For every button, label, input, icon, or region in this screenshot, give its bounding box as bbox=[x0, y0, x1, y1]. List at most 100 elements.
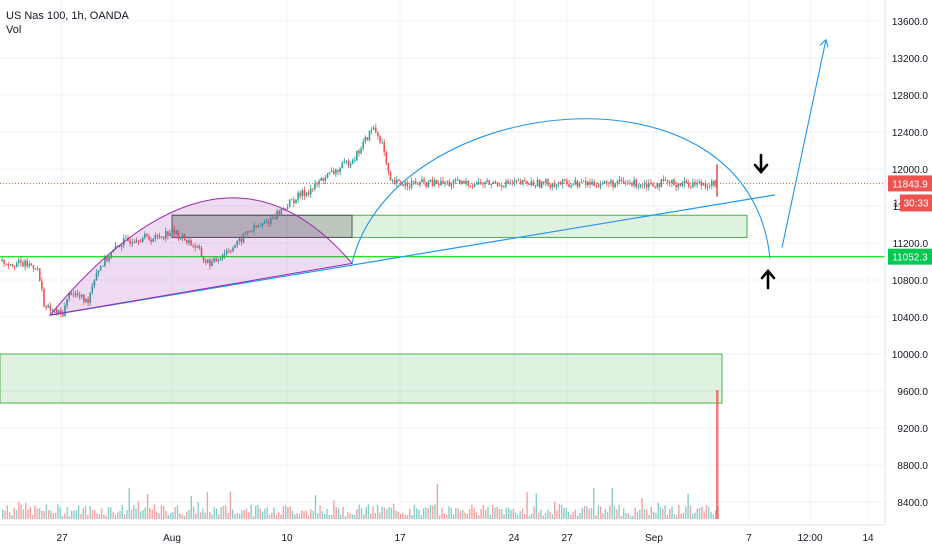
volume-bar bbox=[696, 508, 698, 519]
candle-body bbox=[666, 180, 669, 183]
volume-bar bbox=[402, 512, 404, 519]
candle-body bbox=[291, 199, 293, 201]
volume-bar bbox=[4, 510, 6, 519]
symbol-title[interactable]: US Nas 100, 1h, OANDA bbox=[6, 10, 129, 22]
price-tick-label: 10000.0 bbox=[892, 350, 929, 361]
volume-bar bbox=[314, 495, 317, 519]
volume-bar bbox=[358, 504, 360, 519]
volume-bar bbox=[482, 504, 485, 519]
candle-body bbox=[576, 180, 579, 187]
volume-bar bbox=[445, 514, 448, 519]
volume-bar bbox=[294, 514, 296, 519]
volume-bar bbox=[268, 514, 271, 519]
volume-bar bbox=[381, 506, 383, 519]
price-tick-label: 10800.0 bbox=[892, 276, 929, 287]
candle-body bbox=[545, 179, 547, 183]
volume-bar bbox=[25, 502, 27, 519]
volume-bar bbox=[301, 510, 303, 519]
small-arc-pattern bbox=[48, 197, 353, 316]
candle-body bbox=[228, 250, 230, 252]
volume-bar bbox=[572, 511, 574, 519]
volume-bar bbox=[287, 507, 289, 519]
big-arc-pattern bbox=[351, 118, 771, 264]
volume-bar bbox=[181, 514, 183, 519]
volume-bar bbox=[689, 505, 692, 519]
volume-bar bbox=[390, 507, 393, 519]
volume-bar bbox=[112, 511, 114, 519]
candle-body bbox=[679, 183, 682, 186]
volume-bar bbox=[406, 515, 409, 519]
candle-body bbox=[400, 181, 402, 185]
volume-bar bbox=[176, 505, 179, 519]
volume-bar bbox=[312, 510, 314, 519]
candle-body bbox=[713, 181, 715, 186]
volume-indicator-label[interactable]: Vol bbox=[6, 24, 22, 36]
candle-body bbox=[698, 181, 700, 183]
candle-body bbox=[242, 233, 245, 243]
support-price-tag bbox=[888, 248, 932, 265]
candle-body bbox=[223, 253, 226, 255]
volume-bar bbox=[636, 511, 639, 519]
candle-body bbox=[622, 181, 625, 184]
candle-body bbox=[398, 179, 400, 182]
volume-bar bbox=[15, 510, 18, 519]
volume-bar bbox=[491, 504, 494, 519]
volume-bar bbox=[388, 506, 390, 519]
volume-bar bbox=[151, 509, 153, 519]
candle-body bbox=[152, 238, 154, 242]
candle-body bbox=[639, 184, 642, 187]
candle-body bbox=[102, 265, 104, 267]
candle-body bbox=[654, 186, 656, 188]
candle-body bbox=[3, 259, 5, 264]
volume-bar bbox=[616, 509, 618, 519]
volume-bar bbox=[586, 506, 588, 519]
candle-body bbox=[299, 192, 301, 197]
volume-bar bbox=[397, 511, 399, 519]
candle-body bbox=[318, 180, 320, 185]
candle-body bbox=[354, 159, 356, 161]
time-axis[interactable]: 27 Aug 10 17 24 27 Sep 7 12:00 14 bbox=[0, 524, 885, 544]
candle-body bbox=[198, 246, 201, 249]
volume-bar bbox=[558, 504, 560, 519]
projection-arrowhead bbox=[819, 39, 829, 48]
volume-bar bbox=[105, 515, 107, 519]
chart-header: US Nas 100, 1h, OANDA Vol bbox=[6, 9, 129, 37]
candle-body bbox=[692, 182, 694, 188]
candle-body bbox=[696, 182, 698, 185]
candle-body bbox=[708, 185, 711, 187]
candle-body bbox=[188, 240, 190, 243]
candle-body bbox=[364, 137, 367, 142]
candle-body bbox=[423, 179, 425, 183]
candle-body bbox=[297, 192, 299, 200]
volume-bar bbox=[80, 514, 82, 519]
volume-bar bbox=[50, 510, 52, 519]
price-tick-label: 8400.0 bbox=[897, 498, 928, 509]
candle-body bbox=[47, 305, 49, 308]
volume-bar bbox=[420, 515, 422, 519]
candle-body bbox=[597, 186, 600, 187]
volume-bar bbox=[278, 512, 280, 519]
volume-bar bbox=[395, 510, 397, 519]
candle-body bbox=[526, 180, 528, 184]
volume-bar bbox=[96, 513, 98, 519]
candle-body bbox=[179, 238, 182, 240]
volume-bar bbox=[629, 515, 632, 519]
candle-body bbox=[494, 181, 497, 184]
candle-body bbox=[368, 130, 371, 141]
volume-bar bbox=[215, 508, 218, 519]
volume-bar bbox=[303, 511, 305, 519]
volume-bar bbox=[342, 507, 344, 519]
candle-body bbox=[307, 192, 310, 195]
candle-body bbox=[326, 173, 329, 178]
volume-bar bbox=[126, 510, 128, 519]
candle-body bbox=[125, 237, 127, 239]
volume-bar bbox=[379, 512, 381, 519]
volume-bar bbox=[611, 487, 613, 519]
volume-bar bbox=[241, 510, 243, 519]
candle-body bbox=[681, 183, 684, 186]
candle-body bbox=[154, 235, 157, 239]
candle-body bbox=[301, 190, 304, 197]
candle-body bbox=[356, 150, 358, 160]
candle-body bbox=[465, 180, 467, 184]
